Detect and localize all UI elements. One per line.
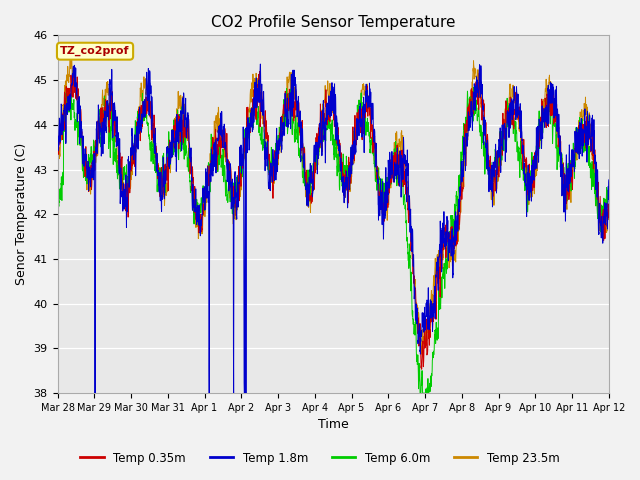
Text: TZ_co2prof: TZ_co2prof (60, 46, 130, 56)
Y-axis label: Senor Temperature (C): Senor Temperature (C) (15, 143, 28, 285)
Legend: Temp 0.35m, Temp 1.8m, Temp 6.0m, Temp 23.5m: Temp 0.35m, Temp 1.8m, Temp 6.0m, Temp 2… (76, 447, 564, 469)
X-axis label: Time: Time (318, 419, 349, 432)
Title: CO2 Profile Sensor Temperature: CO2 Profile Sensor Temperature (211, 15, 456, 30)
